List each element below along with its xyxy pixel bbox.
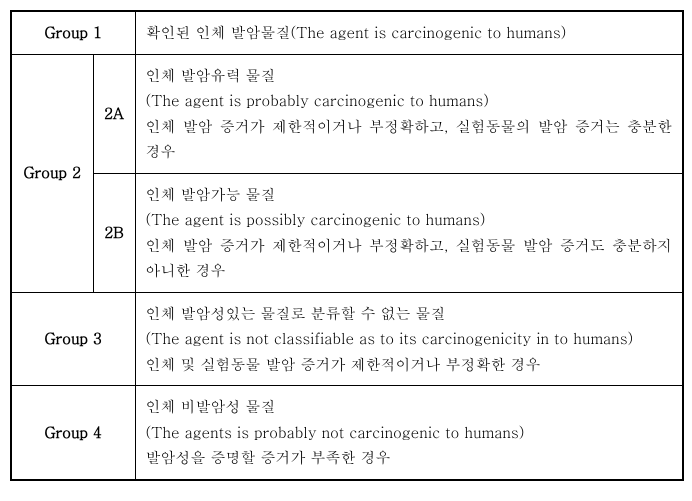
group2b-desc: 인체 발암가능 물질(The agent is possibly carcino… xyxy=(135,173,683,292)
group4-label: Group 4 xyxy=(11,386,135,480)
carcinogen-classification-table: Group 1 확인된 인체 발암물질(The agent is carcino… xyxy=(10,10,684,481)
table-row: Group 4 인체 비발암성 물질(The agents is probabl… xyxy=(11,386,683,480)
table-row: Group 2 2A 인체 발암유력 물질(The agent is proba… xyxy=(11,54,683,173)
group2a-desc: 인체 발암유력 물질(The agent is probably carcino… xyxy=(135,54,683,173)
table-row: 2B 인체 발암가능 물질(The agent is possibly carc… xyxy=(11,173,683,292)
group2a-label: 2A xyxy=(93,54,135,173)
group3-desc: 인체 발암성있는 물질로 분류할 수 없는 물질(The agent is no… xyxy=(135,292,683,386)
group2b-label: 2B xyxy=(93,173,135,292)
group2-label: Group 2 xyxy=(11,54,93,292)
group1-desc: 확인된 인체 발암물질(The agent is carcinogenic to… xyxy=(135,11,683,54)
group4-desc: 인체 비발암성 물질(The agents is probably not ca… xyxy=(135,386,683,480)
group1-label: Group 1 xyxy=(11,11,135,54)
table-row: Group 3 인체 발암성있는 물질로 분류할 수 없는 물질(The age… xyxy=(11,292,683,386)
table-row: Group 1 확인된 인체 발암물질(The agent is carcino… xyxy=(11,11,683,54)
group3-label: Group 3 xyxy=(11,292,135,386)
